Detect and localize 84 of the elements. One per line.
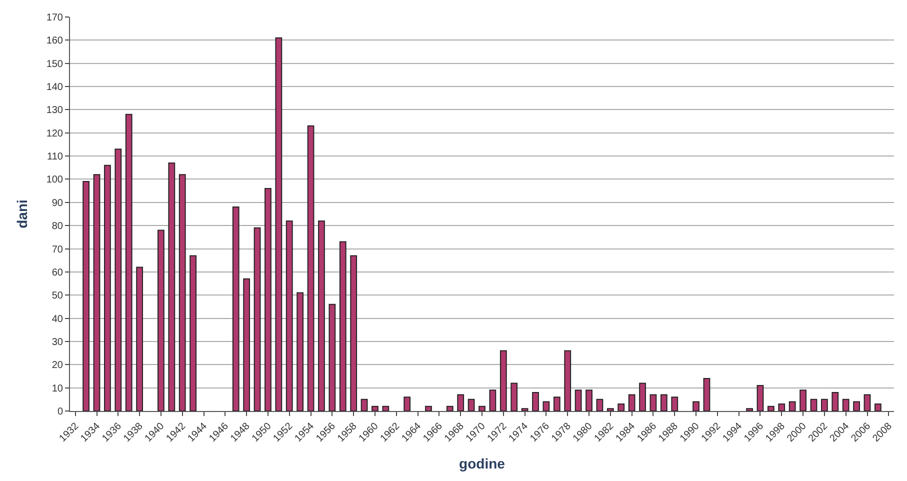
y-tick-label: 130	[46, 105, 64, 116]
y-tick-label: 140	[46, 82, 64, 94]
bar	[500, 350, 507, 411]
bar	[404, 396, 411, 411]
bar	[264, 188, 272, 411]
bar	[190, 255, 197, 411]
bar	[446, 406, 454, 411]
y-tick-label: 40	[52, 314, 64, 325]
bar	[864, 394, 871, 411]
bar	[489, 390, 496, 411]
bar	[788, 401, 796, 411]
bar	[800, 390, 806, 411]
bar	[136, 266, 143, 411]
y-tick-label: 120	[46, 128, 64, 140]
y-tick-label: 100	[46, 174, 64, 186]
bar	[307, 125, 314, 411]
bar	[243, 278, 250, 411]
bar	[810, 398, 818, 411]
bar	[168, 162, 176, 411]
bar	[596, 398, 604, 411]
bar	[328, 304, 336, 411]
bar	[767, 406, 774, 411]
bar	[114, 148, 122, 411]
x-axis-title: godine	[459, 456, 506, 472]
bar	[574, 390, 582, 411]
y-tick-label: 160	[46, 36, 64, 47]
bar	[468, 398, 475, 411]
bar	[832, 392, 839, 411]
y-tick-label: 170	[46, 12, 64, 24]
bar	[158, 230, 164, 411]
bar	[478, 406, 486, 411]
bar	[542, 401, 550, 411]
y-tick-label: 150	[46, 58, 64, 70]
bar	[618, 404, 625, 411]
bar	[703, 378, 710, 411]
y-tick-label: 10	[52, 383, 64, 394]
y-tick-label: 20	[52, 360, 64, 372]
bar	[232, 206, 240, 411]
bar	[382, 406, 390, 411]
bar	[756, 385, 764, 411]
y-tick-label: 110	[47, 152, 64, 163]
bar	[318, 220, 325, 411]
bar	[842, 398, 850, 411]
bar	[510, 382, 518, 411]
bar	[339, 241, 346, 411]
bar	[82, 181, 90, 411]
bar	[650, 394, 657, 411]
y-tick-label: 80	[52, 221, 64, 232]
bar	[93, 174, 100, 411]
y-tick-label: 50	[52, 290, 64, 302]
bar	[104, 164, 111, 411]
bar	[606, 408, 614, 411]
bar	[360, 398, 368, 411]
bar	[586, 390, 592, 411]
bar	[296, 292, 304, 411]
bar	[821, 398, 828, 411]
bar	[254, 227, 261, 411]
bar	[853, 401, 860, 411]
bar	[778, 404, 786, 411]
y-tick-label: 0	[57, 406, 64, 418]
bar	[628, 394, 636, 411]
bar	[671, 396, 678, 411]
bar	[275, 37, 282, 411]
y-tick-label: 90	[52, 198, 64, 209]
bar	[286, 220, 293, 411]
bar	[425, 406, 432, 411]
bar	[553, 396, 560, 411]
bar	[564, 350, 572, 411]
y-tick-label: 60	[52, 267, 64, 278]
bar	[372, 406, 378, 411]
bar	[350, 255, 358, 411]
bar	[521, 408, 528, 411]
bar	[125, 114, 132, 411]
bar	[457, 394, 464, 411]
y-tick-label: 30	[52, 336, 64, 348]
bar	[532, 392, 539, 411]
bar	[660, 394, 668, 411]
bar	[692, 401, 700, 411]
bar	[746, 408, 753, 411]
bar	[874, 404, 882, 411]
bar	[639, 382, 646, 411]
y-tick-label: 70	[52, 244, 64, 256]
y-axis-title: dani	[14, 200, 30, 228]
bar	[178, 174, 186, 411]
